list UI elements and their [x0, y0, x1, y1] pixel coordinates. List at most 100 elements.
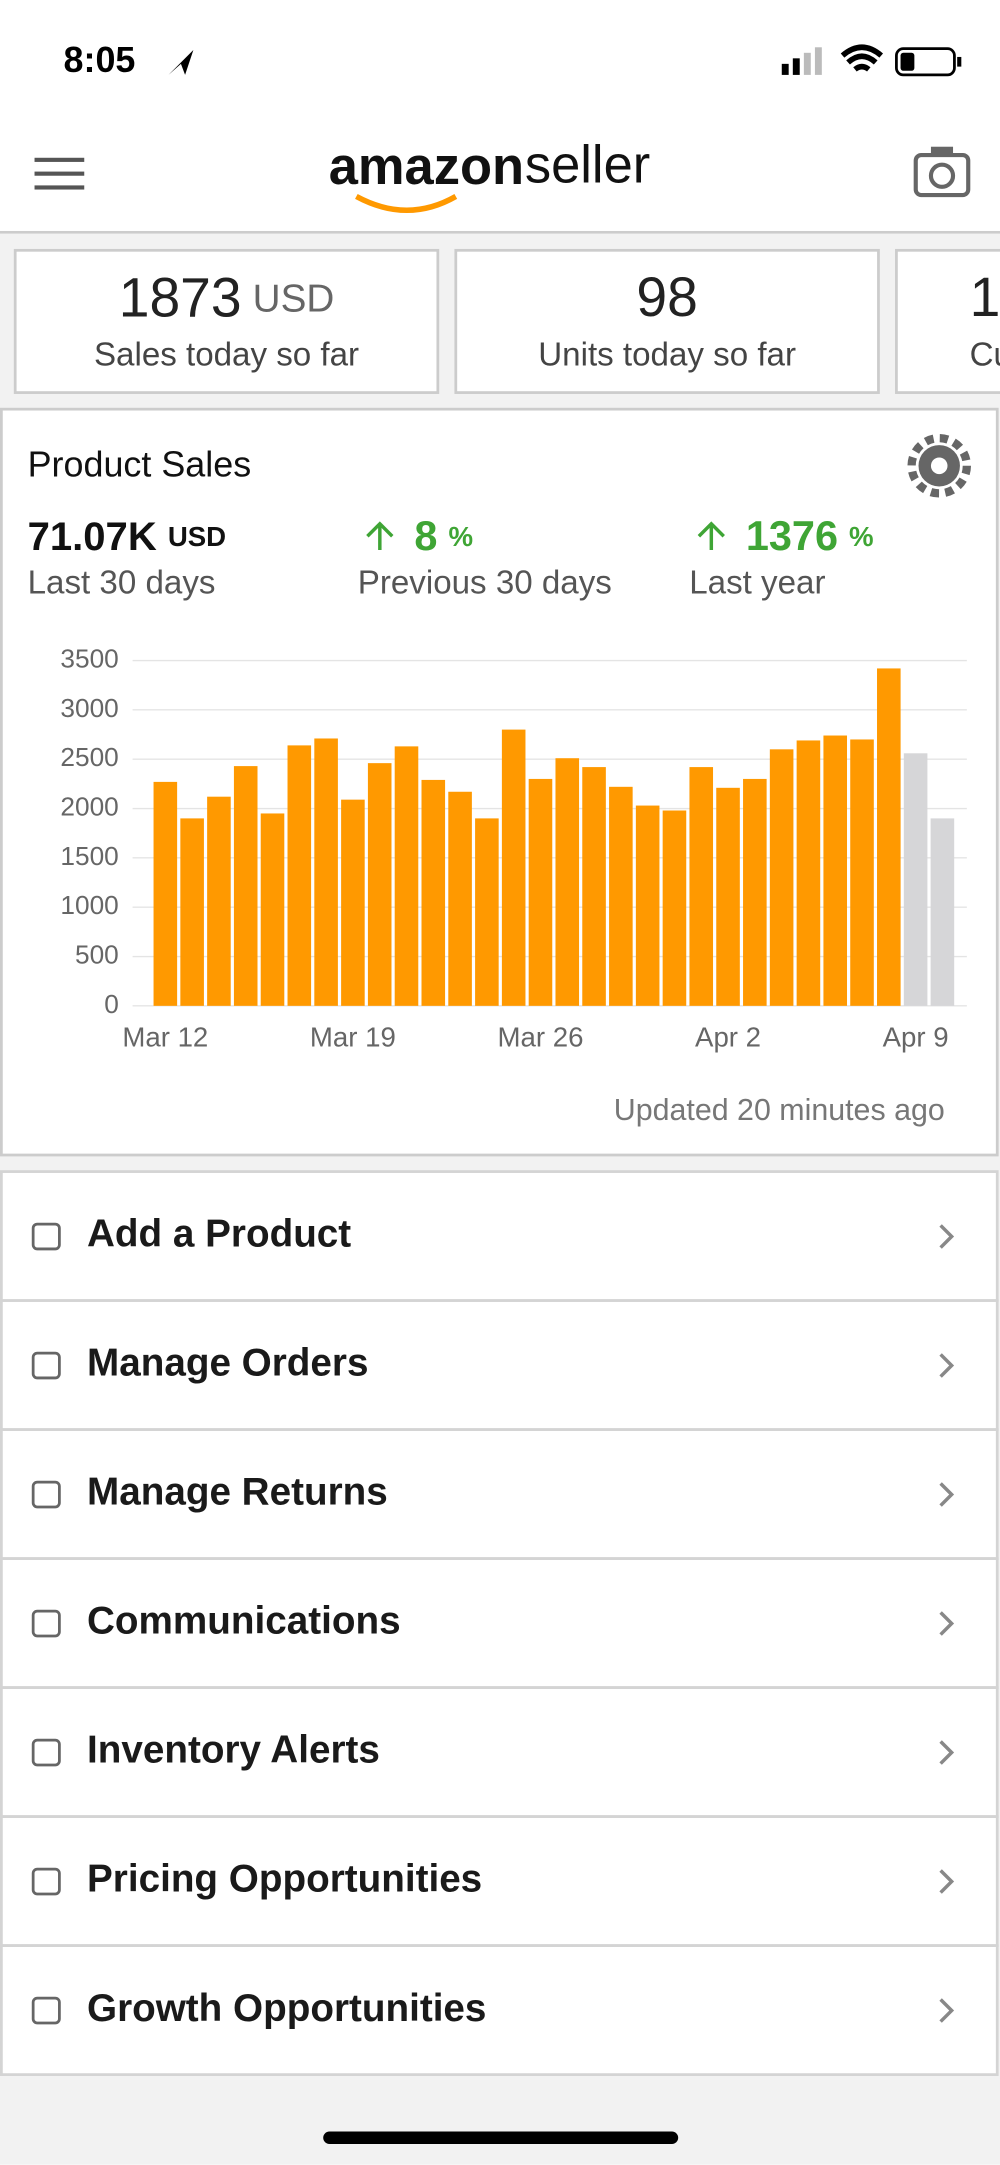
- menu-row: [0, 1428, 999, 1560]
- menu-icon: [31, 1609, 61, 1638]
- status-time: 8:05: [64, 39, 136, 80]
- x-tick-label: Mar 19: [310, 1021, 396, 1052]
- year-change: 1376%: [746, 512, 874, 559]
- x-tick-label: Apr 9: [883, 1021, 949, 1052]
- bar: [877, 668, 901, 1006]
- menu-item[interactable]: Manage Orders: [0, 1299, 999, 1431]
- bar: [180, 818, 204, 1006]
- chevron: [939, 1869, 955, 1894]
- bar: [689, 767, 714, 1006]
- home-indicator: [323, 2131, 679, 2144]
- y-tick-label: 1000: [60, 890, 118, 920]
- up-arrow: [366, 521, 394, 551]
- x-tick-label: Apr 2: [695, 1021, 761, 1052]
- menu-row: [0, 1299, 999, 1431]
- card-value-unit: USD: [253, 278, 335, 321]
- bar: [930, 818, 955, 1006]
- year-label: Last year: [689, 564, 825, 601]
- bar: [448, 791, 472, 1006]
- bar: [743, 778, 767, 1006]
- updated-note: Updated 20 minutes ago: [614, 1093, 945, 1127]
- menu-label: Growth Opportunities: [87, 1987, 486, 2030]
- menu-item[interactable]: Manage Returns: [0, 1428, 999, 1560]
- year-value: 1376: [746, 512, 838, 559]
- chevron: [939, 1353, 955, 1378]
- signal-icon: [781, 47, 822, 75]
- card-label: Cu: [970, 336, 1000, 373]
- bar: [823, 735, 848, 1006]
- menu-label: Manage Returns: [87, 1471, 388, 1514]
- y-tick-label: 3500: [60, 643, 118, 673]
- card-value: 1: [970, 266, 1000, 328]
- bar: [635, 805, 660, 1006]
- panel-title: Product Sales: [28, 444, 252, 485]
- bar: [796, 740, 821, 1006]
- chevron: [939, 1482, 955, 1507]
- bar: [716, 787, 740, 1006]
- location-icon: [168, 50, 194, 75]
- menu-icon: [31, 1222, 61, 1251]
- bar: [233, 766, 258, 1006]
- bar: [769, 749, 794, 1006]
- menu-icon: [31, 1738, 61, 1767]
- bar: [662, 810, 687, 1006]
- camera-button[interactable]: [913, 146, 971, 198]
- y-tick-label: 1500: [60, 841, 118, 871]
- menu-button[interactable]: [34, 157, 85, 190]
- total-label: Last 30 days: [28, 564, 216, 601]
- brand-name: amazon: [329, 137, 524, 196]
- card-label: Sales today so far: [94, 336, 359, 373]
- bar: [475, 818, 499, 1006]
- chevron: [939, 1611, 955, 1636]
- card[interactable]: 1 Cu: [895, 248, 1000, 394]
- y-tick-label: 500: [75, 939, 119, 969]
- sales-chart: 0 500 1000 1500 2000 2500 3000 3500 Mar 12 Mar 19…: [60, 643, 967, 1052]
- card-value: 98: [636, 266, 697, 328]
- total-sales: 71.07K USD: [28, 515, 226, 559]
- y-tick-label: 0: [104, 989, 119, 1019]
- total-value: 71.07K: [28, 515, 157, 559]
- previous-value: 8: [414, 512, 437, 559]
- menu-label: Manage Orders: [87, 1342, 368, 1385]
- menu-item[interactable]: Inventory Alerts: [0, 1686, 999, 1818]
- menu-list: Add a Product Manage Orders Manage Returns…: [0, 1170, 999, 2077]
- menu-item[interactable]: Add a Product: [0, 1170, 999, 1302]
- menu-icon: [31, 1867, 61, 1896]
- up-arrow: [697, 521, 725, 551]
- bar: [903, 753, 928, 1006]
- previous-change: 8%: [414, 512, 473, 559]
- brand-product: seller: [525, 136, 650, 195]
- bar: [153, 781, 178, 1006]
- settings-button[interactable]: [907, 434, 971, 498]
- y-tick-label: 3000: [60, 693, 118, 723]
- header-divider: [0, 230, 1000, 234]
- bar: [528, 778, 553, 1006]
- bar: [207, 796, 231, 1006]
- x-tick-label: Mar 12: [122, 1021, 208, 1052]
- y-tick-label: 2000: [60, 791, 118, 821]
- menu-item[interactable]: Communications: [0, 1557, 999, 1689]
- battery-icon: [895, 47, 962, 77]
- menu-item[interactable]: Pricing Opportunities: [0, 1815, 999, 1948]
- chevron: [939, 1998, 955, 2023]
- card-label: Units today so far: [538, 336, 796, 373]
- brand-smile: [355, 194, 458, 213]
- card[interactable]: 98 Units today so far: [454, 248, 880, 394]
- previous-unit: %: [448, 521, 473, 552]
- bar: [341, 799, 365, 1006]
- menu-item[interactable]: Growth Opportunities: [0, 1944, 999, 2077]
- menu-icon: [31, 1996, 61, 2025]
- menu-label: Add a Product: [87, 1213, 351, 1256]
- bar: [609, 786, 633, 1006]
- menu-label: Pricing Opportunities: [87, 1858, 482, 1901]
- bar: [501, 729, 526, 1006]
- x-tick-label: Mar 26: [498, 1021, 584, 1052]
- bar: [850, 739, 874, 1006]
- bar: [314, 738, 338, 1006]
- y-tick-label: 2500: [60, 742, 118, 772]
- card[interactable]: 1873 USD Sales today so far: [13, 248, 440, 394]
- bar: [582, 767, 606, 1006]
- bar: [287, 745, 312, 1006]
